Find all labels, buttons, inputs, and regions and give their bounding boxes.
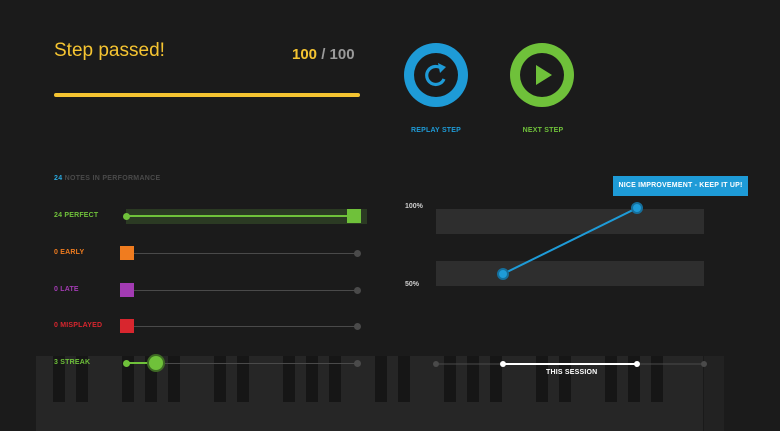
stat-track-end-late xyxy=(354,287,361,294)
replay-step-button[interactable] xyxy=(404,43,468,107)
piano-black-key xyxy=(306,356,318,402)
stat-fill-perfect xyxy=(126,215,357,217)
stat-track-early xyxy=(126,253,357,254)
stat-track-end-early xyxy=(354,250,361,257)
replay-icon xyxy=(414,53,458,97)
this-session-label: THIS SESSION xyxy=(546,369,598,376)
chart-band-top xyxy=(436,209,704,234)
piano-black-key xyxy=(490,356,502,402)
stat-handle-streak xyxy=(148,356,163,370)
piano-black-key xyxy=(375,356,387,402)
notes-caption: 24 NOTES IN PERFORMANCE xyxy=(54,175,160,182)
stat-track-streak xyxy=(126,363,357,364)
stat-track-late xyxy=(126,290,357,291)
piano-keyboard xyxy=(36,356,724,431)
piano-black-key xyxy=(237,356,249,402)
stat-label-perfect: 24 PERFECT xyxy=(54,212,99,219)
stat-label-late: 0 LATE xyxy=(54,286,79,293)
session-end-dot xyxy=(634,361,640,367)
piano-black-key xyxy=(605,356,617,402)
notes-caption-text: NOTES IN PERFORMANCE xyxy=(62,175,161,182)
next-step-label: NEXT STEP xyxy=(522,127,564,134)
piano-black-key xyxy=(168,356,180,402)
stat-fill-streak xyxy=(126,362,155,364)
piano-black-key xyxy=(76,356,88,402)
stat-track-end-streak xyxy=(354,360,361,367)
score-readout: 100 / 100 xyxy=(292,46,355,63)
stat-handle-perfect xyxy=(347,209,361,223)
score-progress-bar xyxy=(54,93,360,97)
chart-band-mid xyxy=(436,261,704,286)
current-attempt-point xyxy=(631,202,643,214)
stat-track-misplayed xyxy=(126,326,357,327)
piano-black-key xyxy=(53,356,65,402)
piano-black-key xyxy=(559,356,571,402)
piano-black-key xyxy=(283,356,295,402)
improvement-line xyxy=(502,207,638,275)
stat-label-misplayed: 0 MISPLAYED xyxy=(54,322,103,329)
y-label-100: 100% xyxy=(405,203,423,210)
stat-handle-misplayed xyxy=(120,319,134,333)
piano-black-key xyxy=(536,356,548,402)
next-step-button[interactable] xyxy=(510,43,574,107)
step-result-title: Step passed! xyxy=(54,40,165,61)
piano-black-key xyxy=(444,356,456,402)
previous-attempt-point xyxy=(497,268,509,280)
piano-black-key xyxy=(467,356,479,402)
piano-black-key xyxy=(651,356,663,402)
y-label-50: 50% xyxy=(405,281,420,288)
piano-black-key xyxy=(628,356,640,402)
piano-black-key xyxy=(398,356,410,402)
stat-start-dot-perfect xyxy=(123,213,130,220)
stat-handle-early xyxy=(120,246,134,260)
session-start-dot xyxy=(500,361,506,367)
piano-black-key xyxy=(214,356,226,402)
stat-handle-late xyxy=(120,283,134,297)
score-total: 100 xyxy=(329,46,355,63)
piano-white-key xyxy=(680,356,704,431)
timeline-start-dot xyxy=(433,361,439,367)
stat-start-dot-streak xyxy=(123,360,130,367)
replay-step-label: REPLAY STEP xyxy=(410,127,462,134)
stat-label-early: 0 EARLY xyxy=(54,249,85,256)
piano-black-key xyxy=(122,356,134,402)
improvement-tooltip: NICE IMPROVEMENT - KEEP IT UP! xyxy=(613,176,748,196)
play-icon xyxy=(520,53,564,97)
stat-track-end-misplayed xyxy=(354,323,361,330)
stat-label-streak: 3 STREAK xyxy=(54,359,91,366)
score-current: 100 xyxy=(292,46,318,63)
score-separator: / xyxy=(317,46,330,63)
timeline-end-dot xyxy=(701,361,707,367)
notes-count: 24 xyxy=(54,175,63,182)
piano-black-key xyxy=(329,356,341,402)
